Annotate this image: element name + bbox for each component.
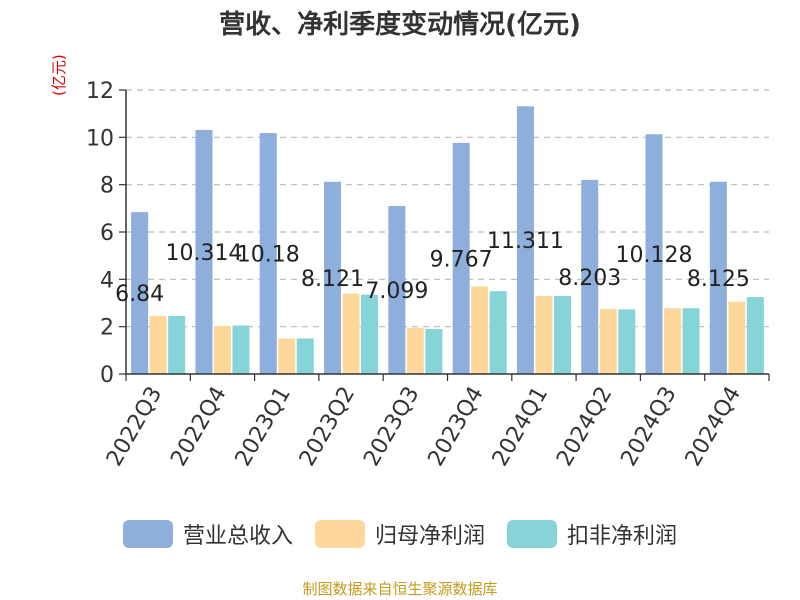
bar — [618, 309, 636, 374]
y-tick-label: 8 — [100, 174, 114, 199]
x-tick-label: 2024Q2 — [552, 383, 617, 471]
bar — [131, 212, 149, 374]
x-tick-label: 2022Q3 — [102, 383, 167, 471]
data-label: 11.311 — [487, 229, 564, 254]
bar — [728, 301, 746, 374]
bar — [296, 338, 314, 374]
bar — [746, 297, 764, 374]
bar — [471, 286, 489, 374]
x-tick-label: 2023Q2 — [295, 383, 360, 471]
bar — [664, 308, 682, 374]
legend: 营业总收入 归母净利润 扣非净利润 — [0, 518, 800, 550]
legend-swatch-revenue — [122, 520, 173, 548]
data-label: 8.121 — [301, 267, 364, 292]
bar — [324, 181, 342, 374]
bar — [406, 327, 424, 374]
bar — [645, 134, 663, 374]
bar — [149, 316, 167, 374]
y-tick-label: 4 — [100, 268, 114, 293]
data-label: 9.767 — [430, 247, 493, 272]
x-tick-label: 2023Q1 — [231, 383, 296, 471]
bar — [516, 106, 534, 374]
legend-label-deducted-profit: 扣非净利润 — [567, 524, 678, 549]
legend-swatch-net-profit — [314, 520, 365, 548]
bar — [259, 133, 277, 374]
bar — [195, 129, 213, 374]
bar — [709, 181, 727, 374]
bar — [599, 308, 617, 374]
bar — [489, 291, 507, 374]
x-tick-label: 2023Q3 — [359, 383, 424, 471]
legend-label-net-profit: 归母净利润 — [374, 524, 485, 549]
bar — [535, 295, 553, 374]
bar — [342, 293, 360, 374]
y-tick-label: 12 — [86, 79, 114, 104]
data-label: 10.128 — [616, 243, 693, 268]
legend-label-revenue: 营业总收入 — [182, 524, 293, 549]
bars — [131, 106, 764, 374]
bar — [232, 325, 250, 374]
data-label: 8.125 — [687, 267, 750, 292]
data-label: 10.314 — [165, 241, 242, 266]
data-label: 7.099 — [365, 279, 428, 304]
legend-swatch-deducted-profit — [507, 520, 557, 548]
x-tick-label: 2022Q4 — [166, 383, 231, 471]
x-tick-label: 2024Q3 — [616, 383, 681, 471]
data-label: 8.203 — [558, 266, 621, 291]
data-label: 6.84 — [115, 282, 164, 307]
chart-title: 营收、净利季度变动情况(亿元) — [219, 10, 581, 40]
legend-item-revenue[interactable]: 营业总收入 — [122, 518, 293, 550]
y-tick-label: 0 — [100, 363, 114, 388]
bar — [581, 179, 599, 374]
bar — [452, 142, 470, 374]
x-tick-label: 2024Q1 — [488, 383, 553, 471]
bar — [278, 338, 296, 374]
y-tick-label: 2 — [100, 316, 114, 341]
legend-item-net-profit[interactable]: 归母净利润 — [314, 518, 485, 550]
gridlines — [126, 89, 769, 328]
bar — [425, 329, 443, 374]
data-source-note: 制图数据来自恒生聚源数据库 — [302, 580, 498, 598]
data-label: 10.18 — [237, 243, 300, 268]
bar — [682, 308, 700, 374]
bar — [361, 294, 379, 374]
x-tick-label: 2023Q4 — [424, 383, 489, 471]
bar — [388, 205, 406, 374]
y-tick-label: 6 — [100, 221, 114, 246]
y-axis-unit: (亿元) — [50, 54, 68, 96]
x-tick-label: 2024Q4 — [681, 383, 746, 471]
legend-item-deducted-profit[interactable]: 扣非净利润 — [507, 518, 677, 550]
bar — [213, 325, 231, 374]
y-tick-label: 10 — [86, 126, 114, 151]
bar — [553, 295, 571, 374]
bar — [168, 316, 186, 374]
